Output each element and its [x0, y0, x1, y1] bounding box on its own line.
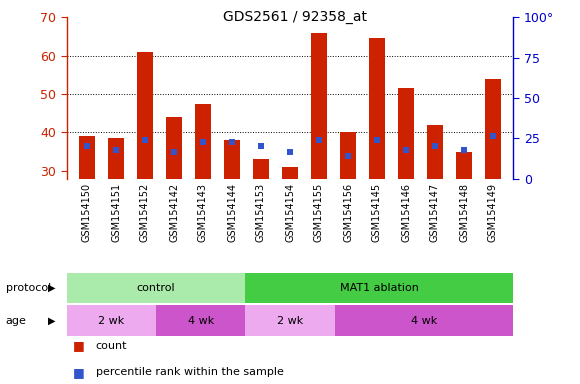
- Bar: [245, 305, 335, 336]
- Text: GSM154152: GSM154152: [140, 183, 150, 242]
- Bar: [245, 273, 513, 303]
- Bar: [369, 38, 385, 179]
- Bar: [79, 136, 95, 179]
- Text: 4 wk: 4 wk: [411, 316, 437, 326]
- Bar: [398, 88, 414, 179]
- Text: ▶: ▶: [49, 283, 56, 293]
- Bar: [456, 152, 472, 179]
- Text: GSM154146: GSM154146: [401, 183, 411, 242]
- Text: GSM154147: GSM154147: [430, 183, 440, 242]
- Bar: [282, 167, 298, 179]
- Text: 4 wk: 4 wk: [187, 316, 214, 326]
- Bar: [340, 132, 356, 179]
- Text: 2 wk: 2 wk: [98, 316, 125, 326]
- Bar: [427, 125, 443, 179]
- Text: GSM154153: GSM154153: [256, 183, 266, 242]
- Text: GSM154149: GSM154149: [488, 183, 498, 242]
- Text: 2 wk: 2 wk: [277, 316, 303, 326]
- Bar: [67, 305, 156, 336]
- Text: ■: ■: [72, 366, 84, 379]
- Text: ▶: ▶: [49, 316, 56, 326]
- Text: GSM154150: GSM154150: [82, 183, 92, 242]
- Bar: [67, 273, 245, 303]
- Text: GSM154143: GSM154143: [198, 183, 208, 242]
- Text: MAT1 ablation: MAT1 ablation: [340, 283, 419, 293]
- Text: protocol: protocol: [6, 283, 51, 293]
- Text: GSM154142: GSM154142: [169, 183, 179, 242]
- Bar: [311, 33, 327, 179]
- Bar: [156, 305, 245, 336]
- Bar: [335, 305, 513, 336]
- Text: GSM154155: GSM154155: [314, 183, 324, 242]
- Text: GSM154148: GSM154148: [459, 183, 469, 242]
- Text: GSM154145: GSM154145: [372, 183, 382, 242]
- Bar: [108, 138, 124, 179]
- Text: age: age: [6, 316, 27, 326]
- Text: control: control: [137, 283, 175, 293]
- Bar: [224, 140, 240, 179]
- Bar: [137, 52, 153, 179]
- Text: percentile rank within the sample: percentile rank within the sample: [96, 367, 284, 377]
- Text: GSM154151: GSM154151: [111, 183, 121, 242]
- Text: ■: ■: [72, 339, 84, 352]
- Text: count: count: [96, 341, 127, 351]
- Text: GSM154154: GSM154154: [285, 183, 295, 242]
- Bar: [166, 117, 182, 179]
- Text: GSM154156: GSM154156: [343, 183, 353, 242]
- Text: GSM154144: GSM154144: [227, 183, 237, 242]
- Bar: [485, 79, 501, 179]
- Text: GDS2561 / 92358_at: GDS2561 / 92358_at: [223, 10, 367, 23]
- Bar: [195, 104, 211, 179]
- Bar: [253, 159, 269, 179]
